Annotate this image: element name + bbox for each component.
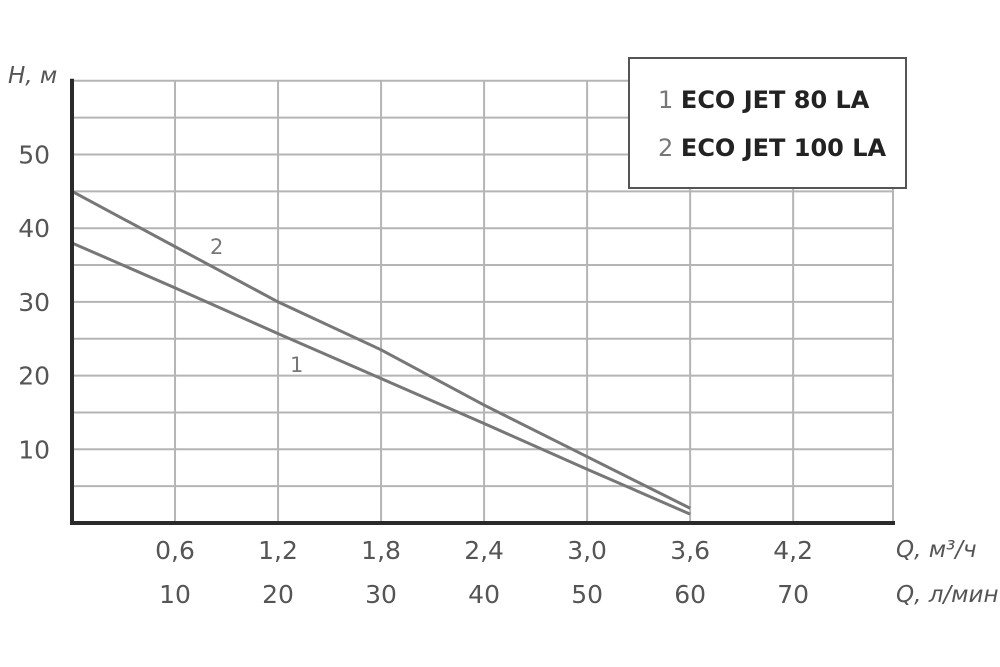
x-tick-label-lmin: 60 bbox=[674, 580, 706, 609]
y-tick-label: 10 bbox=[18, 435, 50, 464]
axes bbox=[70, 78, 895, 525]
legend-item-number: 1 bbox=[658, 86, 674, 114]
x-tick-label-m3h: 4,2 bbox=[773, 536, 813, 565]
x-tick-label-lmin: 20 bbox=[262, 580, 294, 609]
curve-2 bbox=[71, 190, 691, 510]
curve-label-1: 1 bbox=[290, 353, 303, 377]
y-axis-title: H, м bbox=[8, 63, 57, 89]
curve-1 bbox=[71, 241, 691, 516]
x-tick-label-lmin: 30 bbox=[365, 580, 397, 609]
x-tick-label-m3h: 3,0 bbox=[567, 536, 607, 565]
legend-item-name: ECO JET 80 LA bbox=[680, 86, 870, 114]
y-tick-label: 30 bbox=[18, 288, 50, 317]
legend-item-name: ECO JET 100 LA bbox=[680, 134, 887, 162]
y-tick-label: 20 bbox=[18, 362, 50, 391]
x-tick-label-m3h: 0,6 bbox=[155, 536, 195, 565]
y-tick-label: 50 bbox=[18, 141, 50, 170]
x-tick-label-lmin: 10 bbox=[159, 580, 191, 609]
x-tick-label-m3h: 2,4 bbox=[464, 536, 504, 565]
x-tick-label-m3h: 3,6 bbox=[670, 536, 710, 565]
legend-item-1: 1 ECO JET 80 LA bbox=[658, 86, 869, 114]
x-tick-label-lmin: 40 bbox=[468, 580, 500, 609]
legend: 1 ECO JET 80 LA 2 ECO JET 100 LA bbox=[628, 57, 907, 189]
curve-label-2: 2 bbox=[210, 235, 223, 259]
x-axis-title-lmin: Q, л/мин bbox=[896, 582, 999, 608]
x-tick-label-lmin: 70 bbox=[777, 580, 809, 609]
y-tick-label: 40 bbox=[18, 214, 50, 243]
legend-item-number: 2 bbox=[658, 134, 674, 162]
tick-labels: 10 20 30 40 50 0,6 10 1,2 20 1,8 30 2,4 40 3,0 50 3,6 60… bbox=[18, 141, 813, 610]
x-tick-label-lmin: 50 bbox=[571, 580, 603, 609]
x-tick-label-m3h: 1,2 bbox=[258, 536, 298, 565]
x-tick-label-m3h: 1,8 bbox=[361, 536, 401, 565]
x-axis-title-m3h: Q, м³/ч bbox=[896, 537, 977, 563]
legend-item-2: 2 ECO JET 100 LA bbox=[658, 134, 886, 162]
performance-curves bbox=[71, 190, 691, 516]
